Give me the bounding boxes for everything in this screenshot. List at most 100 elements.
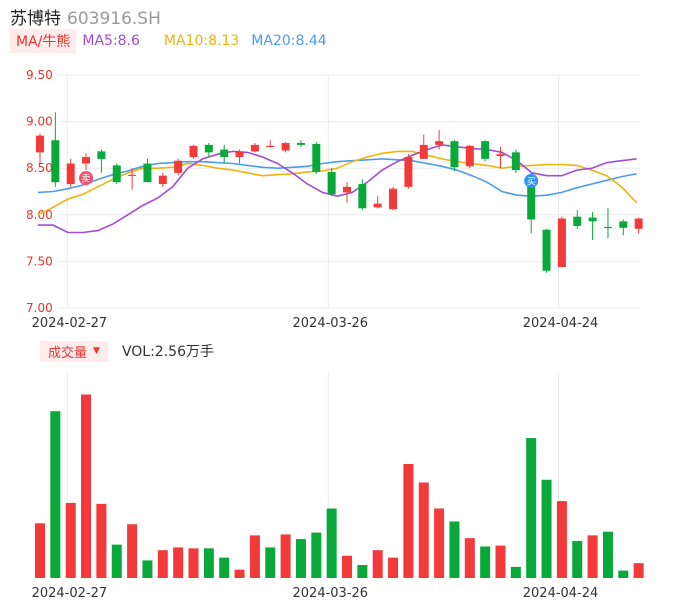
x-tick-label: 2024-04-24 [523,316,599,331]
candle-body [327,171,336,195]
candle-body [404,157,413,187]
candle-body [189,145,198,158]
volume-bar [403,464,414,578]
volume-bar [127,524,138,578]
volume-bar [388,557,399,578]
stock-name: 苏博特 [10,9,61,29]
x-tick-label: 2024-03-26 [293,316,369,331]
candle-body [281,143,290,151]
candle-body [204,144,213,153]
candle-body [634,218,643,229]
volume-legend: 成交量 ▼ VOL:2.56万手 [40,340,214,362]
candle-body [343,186,351,193]
volume-bar [111,544,122,578]
ma5-legend: MA5:8.6 [82,33,140,49]
candle-body [235,151,244,158]
candle-body [66,163,75,185]
volume-bar [142,560,153,578]
volume-tag-label: 成交量 [48,345,88,361]
candle-body [419,144,428,159]
volume-bar [326,508,337,578]
x-tick-label: 2024-02-27 [32,316,108,331]
x-tick-label: 2024-03-26 [293,586,369,601]
candle-body [435,141,444,145]
volume-bar [372,550,383,578]
candle-body [220,149,229,158]
volume-bar [480,546,491,578]
volume-bar [464,538,475,578]
volume-bar [311,532,322,578]
volume-value: VOL:2.56万手 [121,344,214,360]
candle-body [158,175,167,185]
volume-bar [602,531,613,578]
x-tick-label: 2024-02-27 [32,586,108,601]
volume-bar [633,563,644,578]
candle-body [588,217,597,222]
ma-legend: MA/牛熊 MA5:8.6 MA10:8.13 MA20:8.44 [10,29,327,53]
ma10-line [37,150,638,216]
volume-bar [234,569,245,578]
volume-bar [157,550,168,578]
candle-body [450,141,459,168]
volume-bar [556,501,567,578]
candle-body [312,143,321,172]
volume-bar [495,545,506,578]
candle-body [97,151,106,159]
candle-body [542,229,551,271]
buy-marker-icon [524,173,539,188]
volume-bar [510,566,521,578]
volume-indicator-dropdown[interactable]: 成交量 ▼ [40,340,108,362]
ma-toggle-button[interactable]: MA/牛熊 [10,29,77,53]
volume-bar [541,479,552,578]
candle-body [465,145,474,167]
volume-bar [587,535,598,578]
candle-body [250,144,259,152]
volume-bar [449,521,460,578]
volume-bar [96,503,107,578]
y-tick-label: 9.50 [26,68,53,82]
stock-code: 603916.SH [67,9,161,29]
y-tick-label: 9.00 [26,115,53,129]
candle-body [174,160,183,173]
marker-label: 买 [527,176,536,187]
volume-bar [219,557,230,578]
volume-bar [280,534,291,578]
candle-body [496,154,505,157]
volume-bar [434,508,445,578]
candle-body [266,145,275,148]
candle-body [36,135,44,153]
sell-marker-icon [79,171,94,186]
volume-bar [572,540,583,578]
x-tick-label: 2024-04-24 [523,586,599,601]
volume-bar [173,547,184,578]
candle-body [373,203,382,208]
candle-body [527,183,536,220]
volume-bar [203,548,214,578]
triangle-down-icon: ▼ [93,346,100,356]
volume-bar [618,570,629,578]
volume-bar [188,548,199,578]
candle-body [51,140,60,183]
marker-label: 卖 [82,174,91,185]
y-tick-label: 7.50 [26,254,53,268]
candle-body [573,216,582,226]
volume-bar [295,539,306,578]
ma10-legend: MA10:8.13 [163,33,240,49]
volume-bar [526,438,537,578]
candle-body [619,221,628,228]
candle-body [358,184,367,209]
candle-body [296,143,305,145]
candle-body [481,141,490,159]
candle-body [112,165,121,183]
ma20-legend: MA20:8.44 [251,33,327,49]
volume-bar [35,523,45,578]
volume-bar [418,482,429,578]
candle-body [511,152,520,171]
volume-bar [81,394,92,578]
ma20-line [37,158,637,198]
candle-body [603,226,612,229]
ma5-line [38,144,637,234]
volume-bar [342,555,352,578]
y-tick-label: 7.00 [26,301,53,315]
